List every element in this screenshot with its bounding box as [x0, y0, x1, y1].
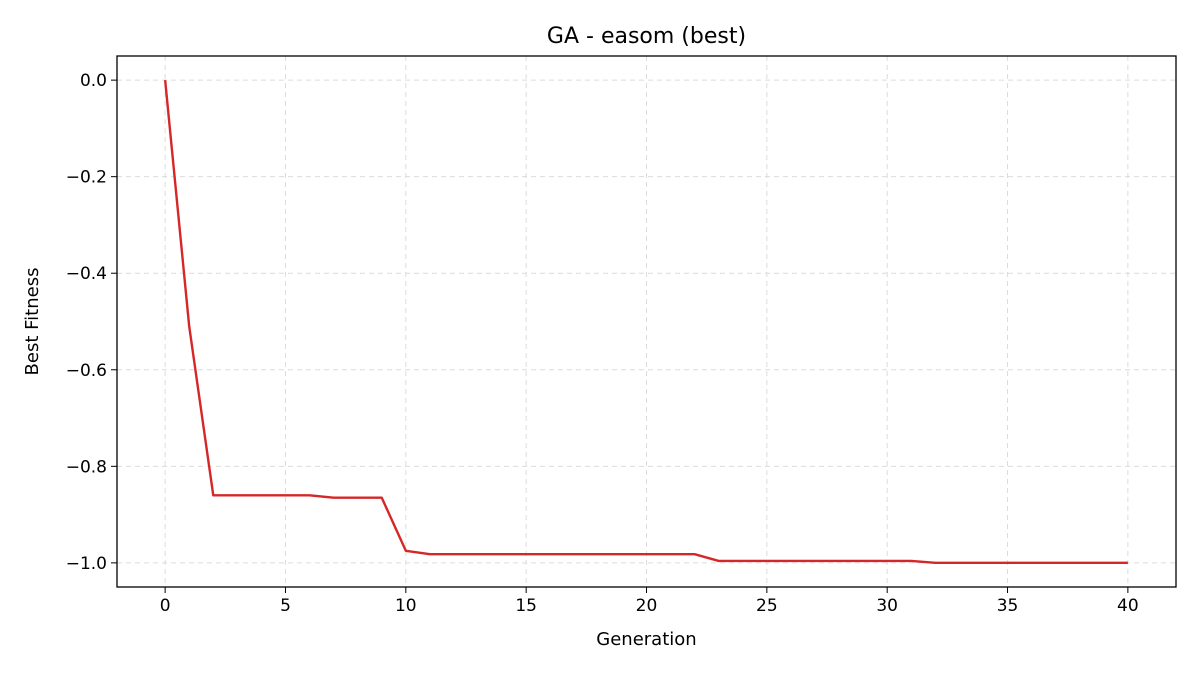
x-axis-label: Generation	[596, 629, 696, 650]
series-layer	[163, 80, 1128, 565]
y-axis-label: Best Fitness	[22, 268, 43, 376]
x-tick-label: 0	[160, 596, 171, 616]
x-tick-label: 25	[756, 596, 778, 616]
series-line	[163, 80, 1128, 565]
y-tick-label: −1.0	[66, 554, 107, 574]
x-tick-label: 30	[876, 596, 898, 616]
x-tick-label: 5	[280, 596, 291, 616]
y-tick-label: 0.0	[80, 71, 107, 91]
x-tick-label: 10	[395, 596, 417, 616]
x-tick-label: 15	[515, 596, 537, 616]
y-tick-label: −0.4	[66, 264, 107, 284]
x-tick-label: 20	[636, 596, 658, 616]
x-axis: 0 5 10 15 20 25 30 35 40	[160, 587, 1139, 616]
y-tick-label: −0.2	[66, 168, 107, 188]
x-tick-label: 40	[1117, 596, 1139, 616]
y-axis: 0.0 −0.2 −0.4 −0.6 −0.8 −1.0	[66, 71, 117, 574]
x-tick-label: 35	[997, 596, 1019, 616]
chart-title: GA - easom (best)	[547, 24, 746, 49]
y-tick-label: −0.8	[66, 457, 107, 477]
y-tick-label: −0.6	[66, 361, 107, 381]
